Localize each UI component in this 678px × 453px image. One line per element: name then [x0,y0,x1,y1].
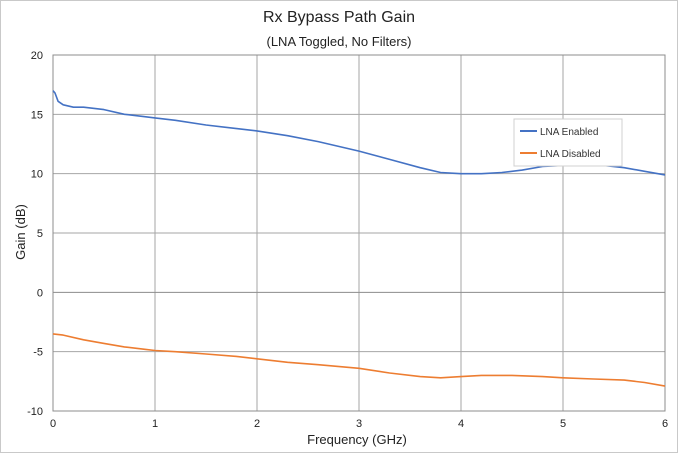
legend-label: LNA Disabled [540,149,601,160]
x-tick-label: 0 [50,418,56,430]
x-axis-label: Frequency (GHz) [307,432,407,447]
legend-label: LNA Enabled [540,127,598,138]
y-tick-label: 20 [31,50,43,62]
chart-title: Rx Bypass Path Gain [262,9,416,26]
x-tick-label: 2 [254,418,260,430]
x-tick-label: 3 [356,418,362,430]
x-tick-label: 4 [458,418,464,430]
series-line-lna-disabled [52,333,666,387]
y-tick-label: 15 [31,109,43,121]
x-tick-label: 5 [560,418,566,430]
y-tick-label: 5 [37,228,43,240]
plot-area-border [52,54,666,412]
y-tick-label: -10 [27,406,43,418]
x-tick-label: 1 [152,418,158,430]
chart-subtitle: (LNA Toggled, No Filters) [266,34,412,49]
legend: LNA Enabled LNA Disabled [513,118,623,167]
x-tick-label: 6 [662,418,668,430]
y-tick-label: 10 [31,169,43,181]
x-tick-labels: 0 1 2 3 4 5 6 [50,418,668,430]
grid-lines [52,54,666,412]
y-axis-label: Gain (dB) [13,204,28,260]
y-tick-label: 0 [37,287,43,299]
y-tick-label: -5 [33,347,43,359]
legend-box [513,118,623,167]
y-tick-labels: -10 -5 0 5 10 15 20 [27,50,43,418]
